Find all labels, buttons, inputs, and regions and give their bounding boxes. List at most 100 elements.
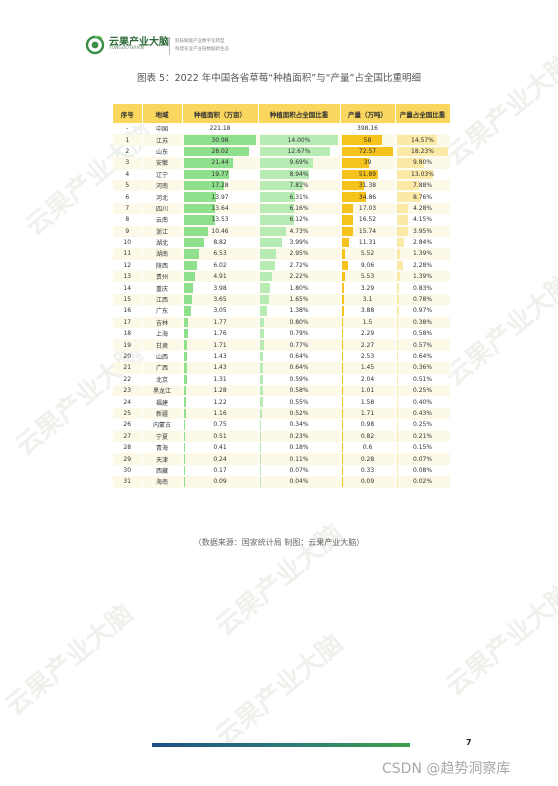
cell-value: 13.53 [211,216,229,224]
header-divider [169,37,170,55]
cell-value: 8.76% [412,193,433,201]
value-bar [341,351,344,362]
cell-value: 1.71 [360,409,375,417]
cell-value: 11.31 [358,239,377,247]
footer-bar [152,743,410,747]
value-bar [396,385,398,396]
cell-value: 21.44 [211,159,229,167]
value-bar [183,317,188,328]
table-cell-area: 0.24 [182,453,259,465]
cell-value: 19.77 [211,170,229,178]
table-cell-output: 5.52 [340,248,396,260]
table-cell-area: 1.22 [182,396,259,408]
cell-value: 14 [123,284,132,292]
table-cell-region: 西藏 [142,464,183,477]
table-cell-region: 湖北 [142,236,183,249]
value-bar [396,237,405,248]
value-bar [259,135,338,145]
value-bar [183,169,230,179]
value-bar [396,306,400,316]
table-row: 8 云南 13.53 6.12% 16.52 4.15% [113,214,451,226]
value-bar [341,146,393,157]
table-cell-area: 19.77 [182,168,259,180]
cell-value: 9.80% [412,159,433,167]
value-bar [259,306,268,316]
table-cell-output: 31.38 [340,179,396,192]
table-cell-output: 17.03 [340,202,396,215]
cell-value: 0.21% [412,432,433,440]
value-bar [396,135,438,145]
table-cell-output: 0.6 [340,441,396,454]
value-bar [396,420,398,430]
table-cell-area: 3.98 [182,282,259,294]
table-cell-region: 湖南 [142,248,183,260]
table-cell-output-share: 0.21% [395,430,451,442]
table-cell-output-share: 2.84% [395,236,451,249]
table-row: 14 重庆 3.98 1.80% 3.29 0.83% [113,282,451,294]
table-cell-output: 72.57 [340,145,396,158]
cell-value: 51.89 [358,170,377,178]
cell-value: 8 [125,216,130,224]
table-cell-area: 3.05 [182,305,259,317]
cell-value: 1.65% [289,296,309,304]
cell-value: 0.77% [289,341,309,349]
value-bar [341,203,354,214]
cell-value: 18 [123,330,132,338]
value-bar [396,203,409,214]
cell-value: 0.83% [412,284,433,292]
cell-value: 0.43% [412,409,433,417]
table-cell-no: 14 [113,282,143,294]
cell-value: 8.94% [289,170,309,178]
value-bar [341,317,343,328]
cell-value: 0.51 [213,432,227,440]
cell-value: 25 [123,409,132,417]
table-cell-area: 0.41 [182,441,259,454]
value-bar [396,249,401,259]
table-cell-output: 34.86 [340,191,396,203]
cell-value: 3.88 [360,307,375,315]
value-bar [396,397,398,407]
cell-value: 29 [123,455,132,463]
table-row: 4 辽宁 19.77 8.94% 51.89 13.03% [113,168,451,180]
cell-value: 3.98 [213,284,227,292]
table-cell-output-share: 0.36% [395,362,451,374]
table-cell-output-share: 0.38% [395,316,451,329]
cell-value: 中国 [155,126,168,134]
watermark-text: 云果产业大脑 [0,598,140,723]
cell-value: 15 [123,296,132,304]
value-bar [183,442,185,453]
cell-value: 河北 [155,194,168,202]
table-cell-region: 贵州 [142,271,183,283]
cell-value: 3.05 [213,307,227,315]
cell-value: 西藏 [155,467,168,475]
table-cell-area: 6.53 [182,248,259,260]
cell-value: 3.29 [360,284,375,292]
cell-value: 0.36% [412,364,433,372]
value-bar [396,158,424,168]
cell-value: 34.86 [358,193,377,201]
table-cell-output: 398.16 [340,123,396,135]
cell-value: 17 [123,318,132,326]
cell-value: 14.00% [287,136,311,144]
table-cell-output-share: 0.25% [395,384,451,397]
value-bar [259,203,294,214]
table-cell-area: 8.82 [182,236,259,249]
cell-value: 17.03 [358,204,377,212]
cell-value: 0.07% [289,466,309,474]
table-cell-no: 24 [113,396,143,408]
table-cell-output-share: 0.43% [395,407,451,420]
value-bar [396,272,401,282]
cell-value: 海南 [155,479,168,487]
table-row: 31 海南 0.09 0.04% 0.09 0.02% [113,476,451,488]
value-bar [183,465,185,476]
value-bar [341,226,353,236]
table-cell-output: 5.53 [340,271,396,283]
table-cell-region: 黑龙江 [142,384,183,397]
watermark-text: 云果产业大脑 [440,268,558,393]
cell-value: 0.38% [412,318,433,326]
table-cell-area-share: 8.94% [258,168,341,180]
table-cell-output-share: 0.64% [395,350,451,363]
cell-value: 1.39% [412,250,433,258]
table-cell-no: 23 [113,384,143,397]
cell-value: 安徽 [155,160,168,168]
